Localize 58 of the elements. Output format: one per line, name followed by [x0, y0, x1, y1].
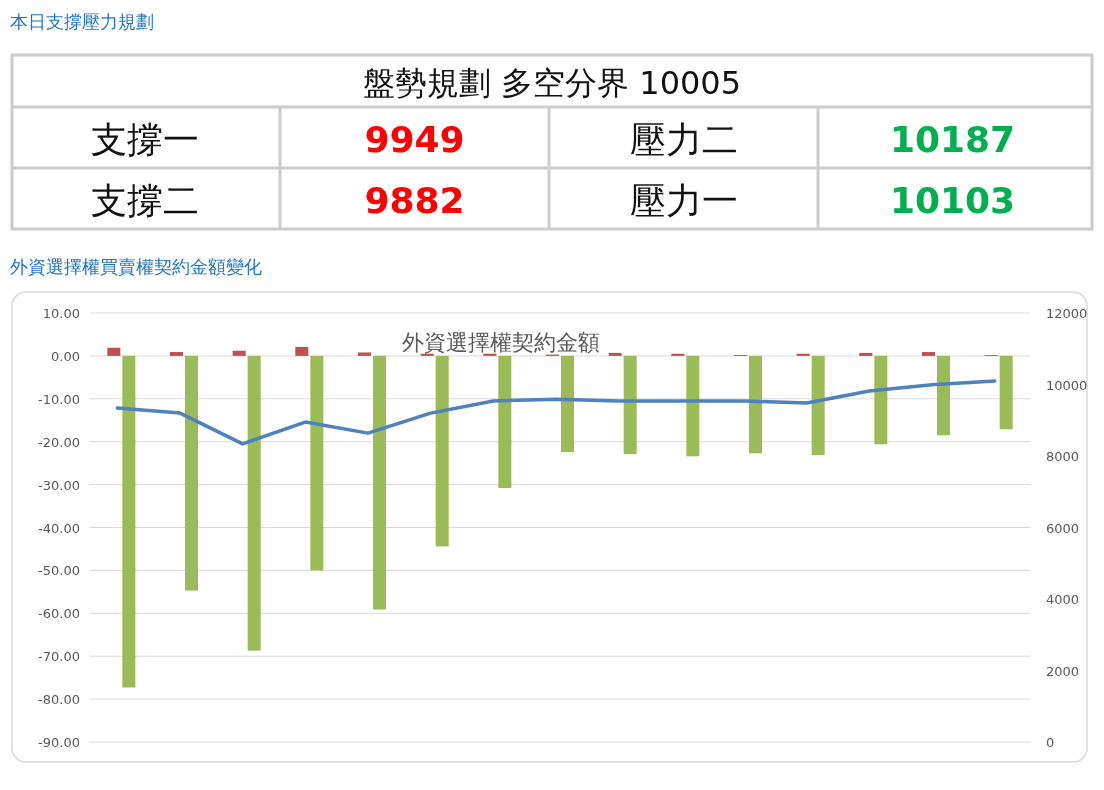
bar [811, 355, 825, 455]
text: 10187 [889, 119, 1016, 160]
line-series [115, 379, 997, 446]
bar [107, 347, 121, 356]
y-tick-label: -90.00 [38, 735, 80, 750]
bar [483, 353, 497, 356]
bar [922, 352, 935, 356]
y-tick-label: -40.00 [38, 520, 80, 536]
text: 壓力一 [629, 180, 738, 221]
bar [749, 355, 762, 454]
text: 本日支撐壓力規劃 [10, 11, 154, 32]
bar [608, 352, 622, 356]
bar [999, 355, 1013, 430]
text: 支撐一 [91, 119, 199, 160]
bar [122, 355, 136, 688]
bar [420, 353, 434, 356]
y-tick-label: -70.00 [38, 649, 80, 665]
y-tick-label: -50.00 [38, 563, 80, 579]
bar [796, 353, 810, 356]
bar [874, 355, 888, 445]
bar [295, 346, 309, 356]
y-tick-label: -30.00 [38, 477, 80, 493]
bar [498, 355, 512, 489]
bar [859, 352, 873, 356]
text: 10103 [889, 180, 1016, 221]
y-tick-label: -10.00 [38, 391, 80, 407]
y2-tick-label: 10000 [1046, 377, 1088, 393]
text: 外資選擇權契約金額 [402, 330, 600, 355]
y2-tick-label: 12000 [1046, 306, 1088, 321]
bar [686, 355, 700, 457]
bar [247, 355, 261, 651]
bar [671, 353, 685, 356]
bar [937, 355, 950, 436]
y-tick-label: 10.00 [42, 306, 80, 321]
text: 9882 [364, 180, 465, 221]
bar [358, 352, 371, 356]
text: 壓力二 [629, 119, 738, 160]
y-tick-label: 0.00 [51, 348, 80, 364]
y2-tick-label: 4000 [1046, 592, 1080, 607]
bar [310, 355, 324, 571]
bar [185, 355, 198, 591]
y2-tick-label: 0 [1046, 735, 1055, 750]
y-tick-label: -20.00 [38, 434, 80, 450]
y2-tick-label: 2000 [1046, 663, 1080, 679]
y-tick-label: -80.00 [38, 692, 80, 708]
y-tick-label: -60.00 [38, 606, 80, 622]
text: 支撐二 [91, 180, 199, 221]
y2-tick-label: 8000 [1046, 449, 1080, 464]
text: 盤勢規劃 多空分界 10005 [362, 64, 742, 102]
text: 9949 [364, 119, 465, 160]
bar [435, 355, 449, 547]
bar [561, 355, 574, 452]
bar [170, 352, 183, 356]
bar [232, 350, 246, 356]
y2-tick-label: 6000 [1046, 520, 1080, 536]
bar [623, 355, 637, 455]
bar [373, 355, 386, 610]
text: 外資選擇權買賣權契約金額變化 [10, 256, 262, 277]
